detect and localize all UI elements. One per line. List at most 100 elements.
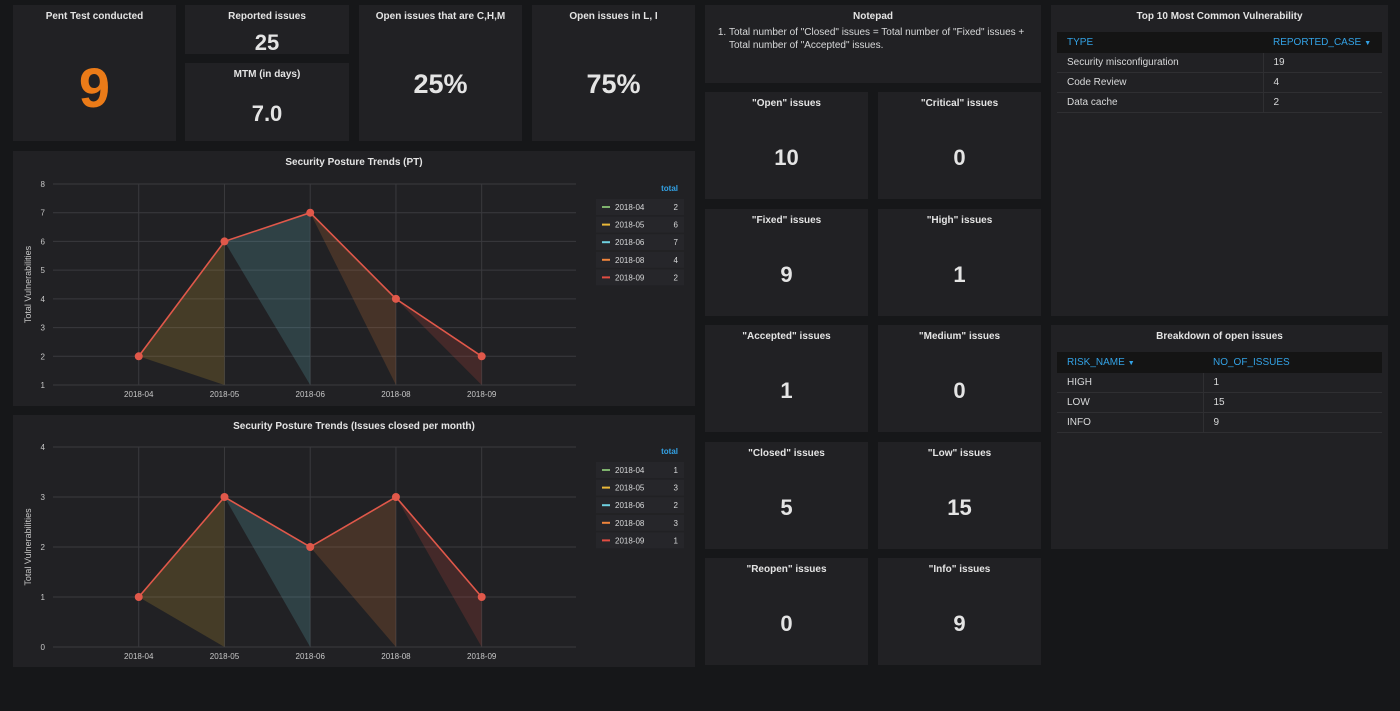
table-row: INFO 9 bbox=[1057, 412, 1382, 433]
open-chm-value: 25% bbox=[413, 69, 468, 99]
cell-count: 9 bbox=[1203, 412, 1382, 433]
panel-breakdown-open-issues: Breakdown of open issues RISK_NAME ▼ NO_O… bbox=[1051, 325, 1388, 549]
y-tick-label: 7 bbox=[41, 209, 46, 218]
data-point bbox=[134, 352, 143, 361]
legend-row bbox=[596, 269, 684, 286]
column-header-label: RISK_NAME bbox=[1067, 357, 1125, 368]
y-tick-label: 0 bbox=[41, 643, 46, 652]
panel-title: "Closed" issues bbox=[748, 448, 825, 459]
column-header-reported-case[interactable]: REPORTED_CASE ▼ bbox=[1263, 32, 1382, 53]
legend-row bbox=[596, 216, 684, 233]
column-header-risk-name[interactable]: RISK_NAME ▼ bbox=[1057, 352, 1203, 373]
x-tick-label: 2018-04 bbox=[124, 652, 154, 661]
cell-type: Data cache bbox=[1057, 92, 1264, 113]
panel-fixed-issues: "Fixed" issues 9 bbox=[705, 209, 868, 316]
open-issues-value: 10 bbox=[774, 145, 799, 170]
panel-title: "Accepted" issues bbox=[742, 331, 831, 342]
data-point bbox=[220, 493, 229, 501]
info-issues-value: 9 bbox=[953, 611, 966, 636]
panel-title: Notepad bbox=[853, 11, 893, 22]
legend-item-value: 2 bbox=[674, 273, 679, 282]
table-row: Code Review 4 bbox=[1057, 72, 1382, 93]
critical-issues-value: 0 bbox=[953, 145, 966, 170]
panel-high-issues: "High" issues 1 bbox=[878, 209, 1041, 316]
cell-risk: LOW bbox=[1057, 392, 1204, 413]
legend-item-label: 2018-08 bbox=[615, 256, 645, 265]
panel-medium-issues: "Medium" issues 0 bbox=[878, 325, 1041, 432]
series-area bbox=[310, 497, 396, 647]
panel-top-vulnerabilities: Top 10 Most Common Vulnerability TYPE RE… bbox=[1051, 5, 1388, 316]
series-area bbox=[395, 298, 482, 385]
panel-info-issues: "Info" issues 9 bbox=[878, 558, 1041, 665]
low-issues-value: 15 bbox=[947, 495, 972, 520]
panel-chart-closed: Security Posture Trends (Issues closed p… bbox=[13, 415, 695, 667]
panel-title: Reported issues bbox=[228, 11, 306, 22]
legend-row bbox=[596, 199, 684, 215]
legend-row bbox=[596, 479, 684, 496]
data-point bbox=[306, 208, 315, 217]
x-tick-label: 2018-09 bbox=[467, 390, 497, 399]
reported-value: 25 bbox=[254, 30, 280, 55]
panel-reopen-issues: "Reopen" issues 0 bbox=[705, 558, 868, 665]
legend-item-label: 2018-06 bbox=[615, 501, 645, 510]
panel-title: "Info" issues bbox=[928, 564, 991, 575]
legend-item-label: 2018-09 bbox=[615, 536, 645, 545]
panel-low-issues: "Low" issues 15 bbox=[878, 442, 1041, 549]
cell-count: 1 bbox=[1203, 373, 1382, 393]
data-point bbox=[477, 593, 486, 601]
cell-count: 15 bbox=[1203, 392, 1382, 413]
data-point bbox=[391, 493, 400, 501]
legend-item-value: 7 bbox=[674, 238, 679, 247]
legend-row bbox=[596, 514, 684, 531]
legend-row bbox=[596, 497, 684, 514]
cell-type: Code Review bbox=[1057, 72, 1264, 93]
vulnerability-table: TYPE REPORTED_CASE ▼ Security misconfigur… bbox=[1057, 32, 1382, 113]
legend-item-label: 2018-05 bbox=[615, 484, 645, 493]
cell-count: 4 bbox=[1263, 72, 1382, 93]
series-area bbox=[395, 497, 482, 647]
line-chart-pt: 1 2 3 4 5 6 7 8 2018-04 2018-05 2018-06 2018-08 2018… bbox=[23, 180, 684, 399]
legend-item-label: 2018-04 bbox=[615, 203, 645, 212]
legend-item-value: 2 bbox=[674, 203, 679, 212]
table-row: Security misconfiguration 19 bbox=[1057, 53, 1382, 73]
legend-row bbox=[596, 532, 684, 549]
y-tick-label: 8 bbox=[41, 180, 46, 189]
y-tick-label: 3 bbox=[41, 493, 46, 502]
y-tick-label: 2 bbox=[41, 352, 46, 361]
legend-item-label: 2018-05 bbox=[615, 221, 645, 230]
panel-mtm: MTM (in days) 7.0 bbox=[185, 63, 349, 141]
panel-title: Open issues in L, I bbox=[569, 11, 658, 22]
series-area bbox=[224, 212, 311, 385]
legend-item-label: 2018-09 bbox=[615, 273, 645, 282]
pent-test-value: 9 bbox=[78, 56, 111, 119]
closed-issues-value: 5 bbox=[780, 495, 793, 520]
panel-title: Pent Test conducted bbox=[45, 11, 144, 22]
y-tick-label: 4 bbox=[41, 443, 46, 452]
panel-pent-test: Pent Test conducted 9 bbox=[13, 5, 176, 141]
y-axis-label: Total Vulnerabilities bbox=[23, 508, 33, 586]
legend-item-value: 3 bbox=[674, 519, 679, 528]
y-tick-label: 4 bbox=[41, 295, 46, 304]
legend-header: total bbox=[661, 447, 678, 456]
panel-title: "High" issues bbox=[926, 215, 993, 226]
sort-caret-icon: ▼ bbox=[1127, 360, 1135, 367]
notepad-text: Total number of "Closed" issues = Total … bbox=[717, 26, 1029, 52]
panel-title: "Medium" issues bbox=[918, 331, 1001, 342]
column-header-label: REPORTED_CASE bbox=[1273, 37, 1362, 48]
column-header-type[interactable]: TYPE bbox=[1057, 32, 1263, 53]
legend-item-value: 1 bbox=[674, 466, 679, 475]
legend-header: total bbox=[661, 184, 678, 193]
y-tick-label: 5 bbox=[41, 266, 46, 275]
column-header-no-of-issues[interactable]: NO_OF_ISSUES bbox=[1203, 352, 1382, 373]
cell-risk: INFO bbox=[1057, 412, 1204, 433]
panel-open-li: Open issues in L, I 75% bbox=[532, 5, 695, 141]
x-tick-label: 2018-06 bbox=[296, 652, 326, 661]
panel-title: "Critical" issues bbox=[920, 98, 999, 109]
series-area bbox=[310, 212, 396, 385]
y-axis-label: Total Vulnerabilities bbox=[23, 245, 33, 323]
panel-title: "Low" issues bbox=[927, 448, 992, 459]
series-area bbox=[138, 497, 225, 647]
legend-item-value: 6 bbox=[674, 221, 679, 230]
panel-title: "Fixed" issues bbox=[751, 215, 822, 226]
line-chart-closed: 0 1 2 3 4 2018-04 2018-05 2018-06 2018-08 2018-09… bbox=[23, 443, 684, 661]
